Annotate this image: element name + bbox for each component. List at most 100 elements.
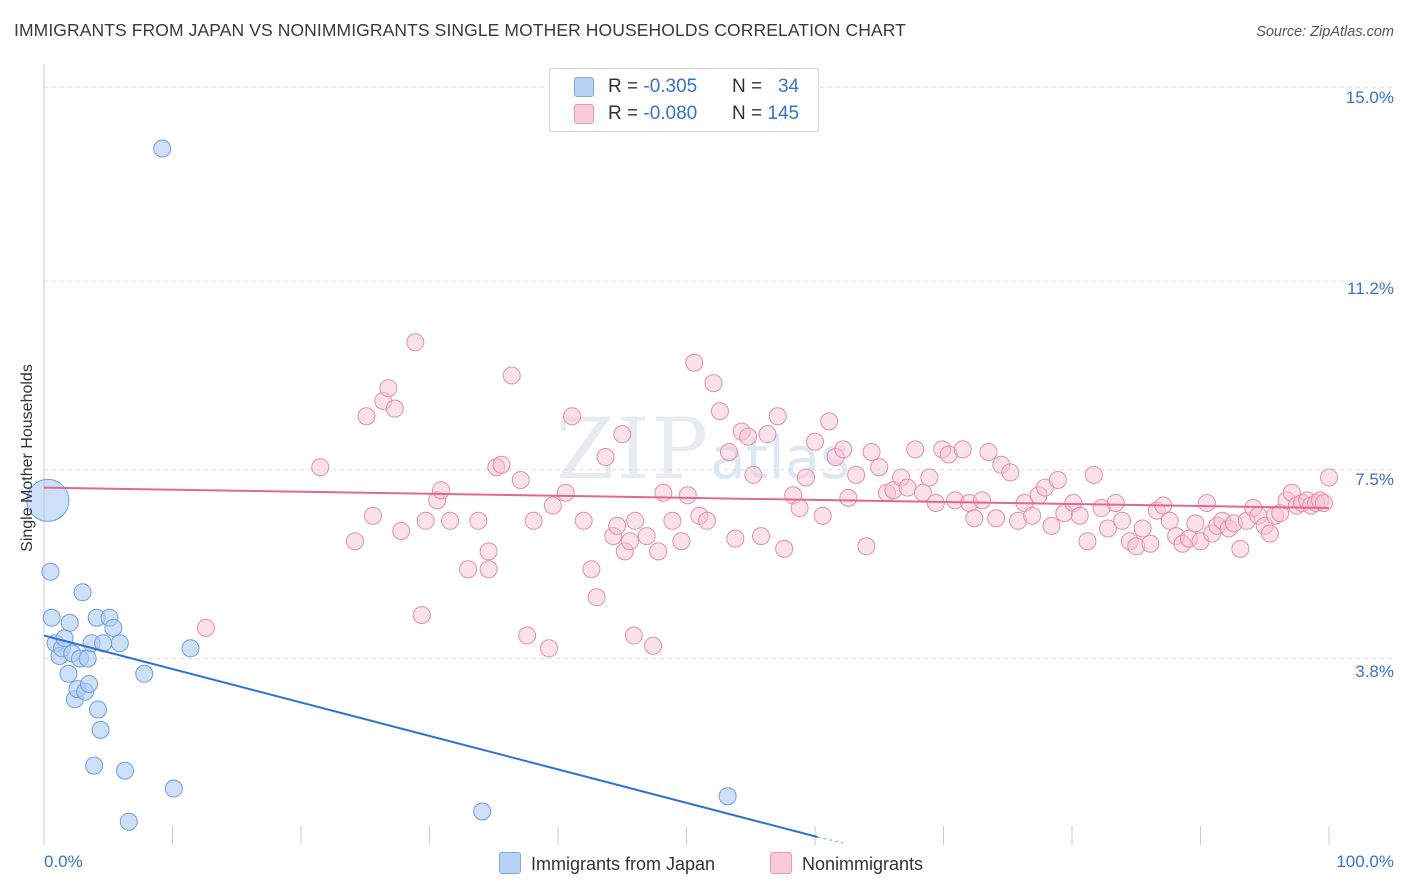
nonimmigrant-point (834, 440, 853, 459)
nonimmigrant-point (953, 440, 972, 459)
nonimmigrants-swatch (574, 104, 594, 124)
nonimmigrant-point (624, 626, 643, 645)
nonimmigrant-point (363, 506, 382, 525)
japan-point (79, 675, 98, 693)
nonimmigrant-point (1197, 493, 1216, 512)
nonimmigrant-point (1106, 493, 1125, 512)
japan-point (153, 139, 172, 158)
y-tick-label: 3.8% (1355, 662, 1394, 681)
legend-label-nonimmigrants: Nonimmigrants (802, 854, 924, 874)
japan-point (718, 787, 737, 806)
source-label: Source: ZipAtlas.com (1256, 24, 1394, 40)
nonimmigrant-point (459, 560, 478, 579)
nonimmigrant-point (1260, 524, 1279, 543)
nonimmigrant-point (898, 478, 917, 497)
japan-point (91, 720, 110, 739)
legend-item-nonimmigrants[interactable]: Nonimmigrants (770, 852, 923, 875)
nonimmigrant-point (857, 537, 876, 556)
nonimmigrant-point (406, 333, 425, 352)
nonimmigrant-point (906, 440, 925, 459)
watermark-zip: ZIP (556, 400, 711, 498)
legend-item-japan[interactable]: Immigrants from Japan (499, 852, 715, 875)
nonimmigrant-point (698, 511, 717, 530)
japan-point (85, 756, 104, 775)
nonimmigrant-point (543, 496, 562, 515)
series-legend: Immigrants from Japan Nonimmigrants (0, 852, 1406, 878)
nonimmigrant-point (672, 532, 691, 551)
nonimmigrant-point (196, 618, 215, 637)
trend-line-extension (817, 836, 844, 844)
nonimmigrant-point (768, 407, 787, 426)
x-tick-label: 0.0% (44, 852, 83, 871)
nonimmigrant-point (1098, 519, 1117, 538)
japan-point (55, 629, 74, 648)
nonimmigrant-point (587, 588, 606, 607)
nonimmigrant-point (752, 527, 771, 546)
nonimmigrants-legend-swatch (770, 852, 792, 874)
nonimmigrant-point (744, 465, 763, 484)
nonimmigrant-point (613, 425, 632, 444)
y-tick-label: 7.5% (1355, 470, 1394, 489)
nonimmigrant-point (839, 488, 858, 507)
japan-point (119, 812, 138, 831)
nonimmigrant-point (637, 527, 656, 546)
nonimmigrant-point (469, 511, 488, 530)
nonimmigrant-point (979, 442, 998, 461)
trend-line (43, 486, 1330, 510)
japan-point (73, 583, 92, 602)
japan-point (60, 613, 79, 632)
nonimmigrant-point (820, 412, 839, 431)
nonimmigrant-point (432, 481, 451, 500)
nonimmigrant-point (797, 468, 816, 487)
nonimmigrant-point (719, 442, 738, 461)
nonimmigrant-point (1001, 463, 1020, 482)
nonimmigrant-point (502, 366, 521, 385)
nonimmigrant-point (392, 522, 411, 540)
n-label: N = (732, 76, 768, 97)
nonimmigrant-point (758, 425, 777, 444)
nonimmigrant-point (608, 516, 627, 535)
nonimmigrant-point (596, 448, 615, 467)
nonimmigrant-point (813, 506, 832, 525)
japan-point (473, 802, 492, 821)
nonimmigrant-point (1231, 539, 1250, 558)
nonimmigrant-point (379, 379, 398, 398)
nonimmigrant-point (1084, 465, 1103, 484)
japan-point (42, 608, 61, 627)
nonimmigrant-point (582, 560, 601, 579)
nonimmigrant-point (654, 483, 673, 502)
japan-point (88, 700, 107, 719)
japan-point (41, 562, 60, 581)
nonimmigrant-point (1078, 532, 1097, 551)
nonimmigrant-point (416, 511, 435, 530)
nonimmigrant-point (563, 407, 582, 426)
r-value: -0.080 (643, 103, 698, 124)
nonimmigrant-point (704, 374, 723, 393)
y-tick-label: 11.2% (1347, 279, 1394, 298)
japan-point (135, 664, 154, 683)
nonimmigrant-point (775, 539, 794, 558)
chart-title: IMMIGRANTS FROM JAPAN VS NONIMMIGRANTS S… (14, 20, 906, 40)
y-axis-label: Single Mother Households (19, 364, 36, 552)
n-value: 145 (767, 103, 800, 124)
nonimmigrant-point (649, 542, 668, 561)
r-label: R = (608, 76, 644, 97)
japan-point (110, 634, 129, 653)
nonimmigrant-point (1160, 511, 1179, 530)
nonimmigrant-point (726, 529, 745, 548)
nonimmigrant-point (685, 353, 704, 372)
nonimmigrant-point (441, 511, 460, 530)
japan-point (115, 761, 134, 780)
nonimmigrant-point (479, 542, 498, 561)
legend-label-japan: Immigrants from Japan (531, 854, 716, 874)
nonimmigrant-point (524, 511, 543, 530)
japan-swatch (574, 77, 594, 97)
nonimmigrant-point (626, 511, 645, 530)
nonimmigrant-point (870, 458, 889, 477)
japan-point (59, 664, 78, 683)
stats-legend: R = -0.305 N = 34 R = -0.080 N = 145 (549, 68, 819, 132)
nonimmigrant-point (790, 499, 809, 518)
nonimmigrant-point (644, 636, 663, 655)
r-label: R = (608, 103, 644, 124)
nonimmigrant-point (1048, 471, 1067, 489)
